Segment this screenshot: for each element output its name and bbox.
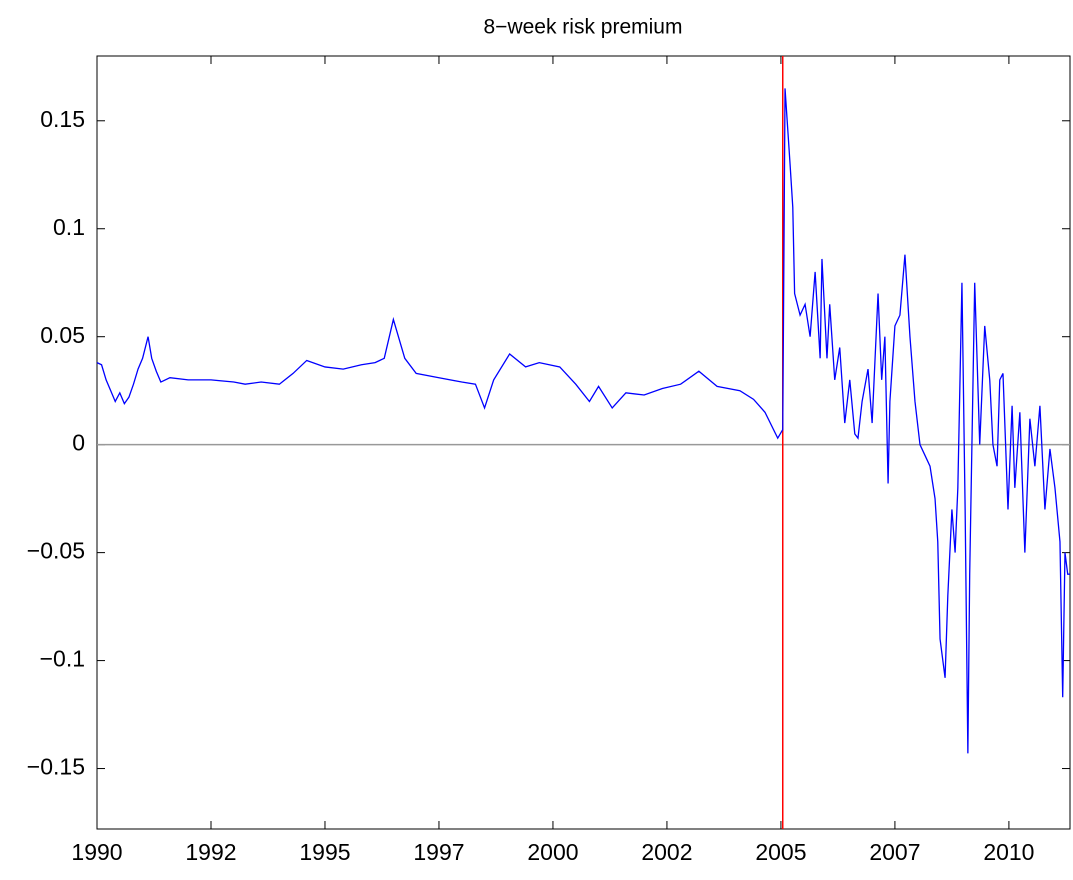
y-tick-label: −0.1 <box>40 646 85 672</box>
y-tick-label: 0 <box>72 430 85 456</box>
x-tick-label: 1990 <box>71 839 122 865</box>
x-tick-label: 2007 <box>869 839 920 865</box>
x-tick-label: 2002 <box>641 839 692 865</box>
y-tick-label: 0.15 <box>40 106 85 132</box>
x-tick-label: 1997 <box>413 839 464 865</box>
y-tick-label: −0.05 <box>27 538 85 564</box>
x-tick-label: 1992 <box>185 839 236 865</box>
plot-frame <box>96 55 1071 830</box>
y-tick-label: 0.05 <box>40 322 85 348</box>
x-tick-label: 1995 <box>299 839 350 865</box>
data-line <box>96 88 1070 754</box>
x-tick-label: 2000 <box>527 839 578 865</box>
y-tick-label: 0.1 <box>53 214 85 240</box>
x-tick-label: 2010 <box>983 839 1034 865</box>
chart-title: 8−week risk premium <box>484 16 683 39</box>
x-tick-label: 2005 <box>755 839 806 865</box>
y-tick-label: −0.15 <box>27 754 85 780</box>
